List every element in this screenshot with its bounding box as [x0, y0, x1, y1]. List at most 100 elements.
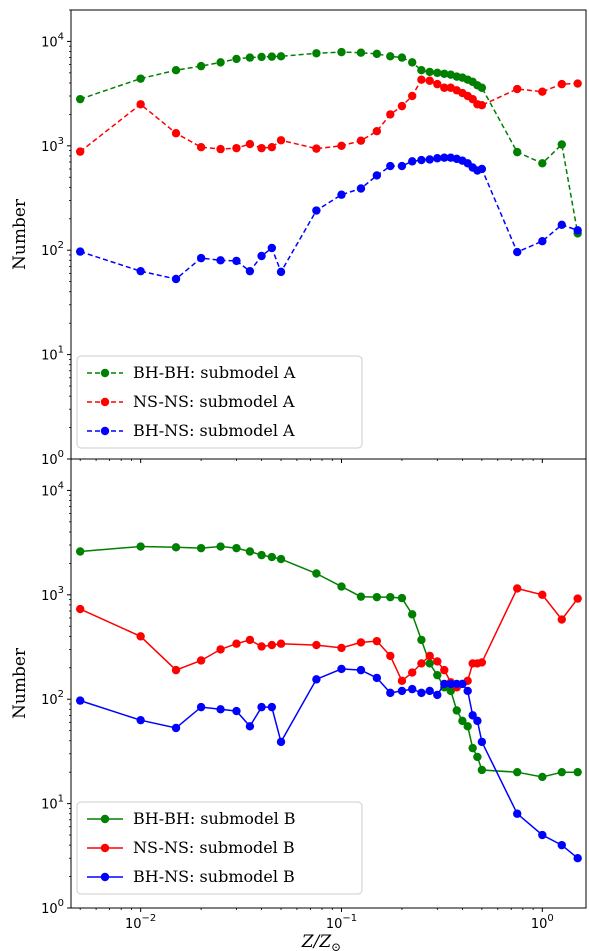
y-tick-label: 102 [41, 689, 64, 708]
data-point [386, 688, 395, 698]
series-bh-bh-submodel-b [75, 542, 582, 782]
y-tick-label: 100 [41, 449, 64, 468]
data-point [232, 639, 241, 648]
data-point [171, 129, 181, 138]
data-point [75, 604, 85, 614]
data-point [171, 274, 181, 284]
data-point [276, 737, 286, 747]
data-point [477, 100, 487, 110]
data-point [216, 645, 225, 654]
data-point [196, 543, 206, 553]
data-point [257, 642, 266, 651]
data-point [196, 253, 206, 263]
data-point [136, 266, 145, 276]
legend-swatch-marker [100, 368, 110, 378]
data-point [232, 256, 241, 266]
legend-box [76, 801, 363, 895]
data-point [245, 266, 255, 276]
legend-label: BH-NS: submodel B [133, 867, 295, 886]
data-point [417, 75, 426, 84]
y-tick-label: 103 [41, 136, 64, 155]
y-tick-label: 103 [41, 585, 64, 604]
data-point [232, 54, 241, 64]
data-point [513, 147, 522, 157]
data-point [337, 47, 346, 57]
data-point [463, 722, 472, 731]
data-point [216, 58, 225, 67]
data-point [397, 686, 407, 696]
data-point [513, 584, 522, 593]
data-point [267, 702, 277, 712]
data-point [440, 665, 449, 675]
data-point [216, 144, 225, 154]
data-point [477, 164, 487, 174]
data-point [425, 76, 434, 85]
data-point [267, 552, 277, 562]
data-point [433, 690, 442, 700]
data-point [417, 688, 426, 698]
data-point [196, 702, 206, 712]
y-tick-label: 104 [41, 480, 64, 499]
legend-label: BH-NS: submodel A [133, 421, 295, 440]
data-point [433, 154, 442, 163]
legend-label: NS-NS: submodel A [133, 392, 295, 411]
data-point [468, 711, 477, 720]
legend-item: BH-NS: submodel A [87, 421, 295, 440]
data-point [573, 594, 582, 603]
x-tick-label: 10−2 [125, 913, 156, 932]
series-line [79, 51, 579, 234]
data-point [397, 593, 407, 603]
data-point [337, 582, 346, 591]
data-point [75, 547, 85, 556]
data-point [477, 737, 487, 747]
y-tick-label: 101 [41, 345, 64, 364]
data-point [267, 243, 277, 253]
data-point [417, 66, 426, 75]
data-point [433, 657, 442, 666]
data-point [468, 743, 477, 753]
legend-label: BH-BH: submodel A [133, 363, 296, 382]
data-point [573, 226, 582, 235]
data-point [75, 247, 85, 256]
data-point [245, 635, 255, 645]
legend: BH-BH: submodel B NS-NS: submodel B BH-NS:… [76, 801, 363, 895]
data-point [245, 547, 255, 556]
data-point [232, 543, 241, 553]
legend-box [76, 355, 363, 449]
data-point [573, 767, 582, 777]
data-point [136, 715, 145, 725]
data-point [408, 684, 417, 694]
legend-swatch-marker [100, 872, 110, 882]
data-point [557, 220, 566, 230]
data-point [75, 147, 85, 156]
y-tick-label: 102 [41, 240, 64, 259]
data-point [557, 615, 566, 624]
data-point [452, 706, 461, 715]
data-point [397, 53, 407, 62]
data-point [372, 592, 382, 602]
data-point [216, 542, 225, 551]
data-point [386, 161, 395, 171]
series-line [79, 587, 579, 689]
data-point [425, 155, 434, 164]
data-point [337, 141, 346, 151]
data-point [356, 136, 366, 145]
data-point [75, 696, 85, 705]
data-point [136, 542, 145, 551]
data-point [136, 100, 145, 109]
data-point [425, 686, 434, 696]
y-tick-label: 100 [41, 898, 64, 917]
data-point [216, 256, 225, 265]
data-point [245, 722, 255, 731]
data-point [473, 716, 482, 726]
data-point [216, 705, 225, 714]
data-point [557, 767, 566, 777]
x-axis-label: Z/Z⊙ [301, 932, 341, 951]
data-point [408, 610, 417, 619]
data-point [397, 101, 407, 111]
data-point [171, 665, 181, 675]
data-point [312, 569, 321, 578]
legend: BH-BH: submodel A NS-NS: submodel A BH-NS:… [76, 355, 363, 449]
data-point [312, 206, 321, 215]
